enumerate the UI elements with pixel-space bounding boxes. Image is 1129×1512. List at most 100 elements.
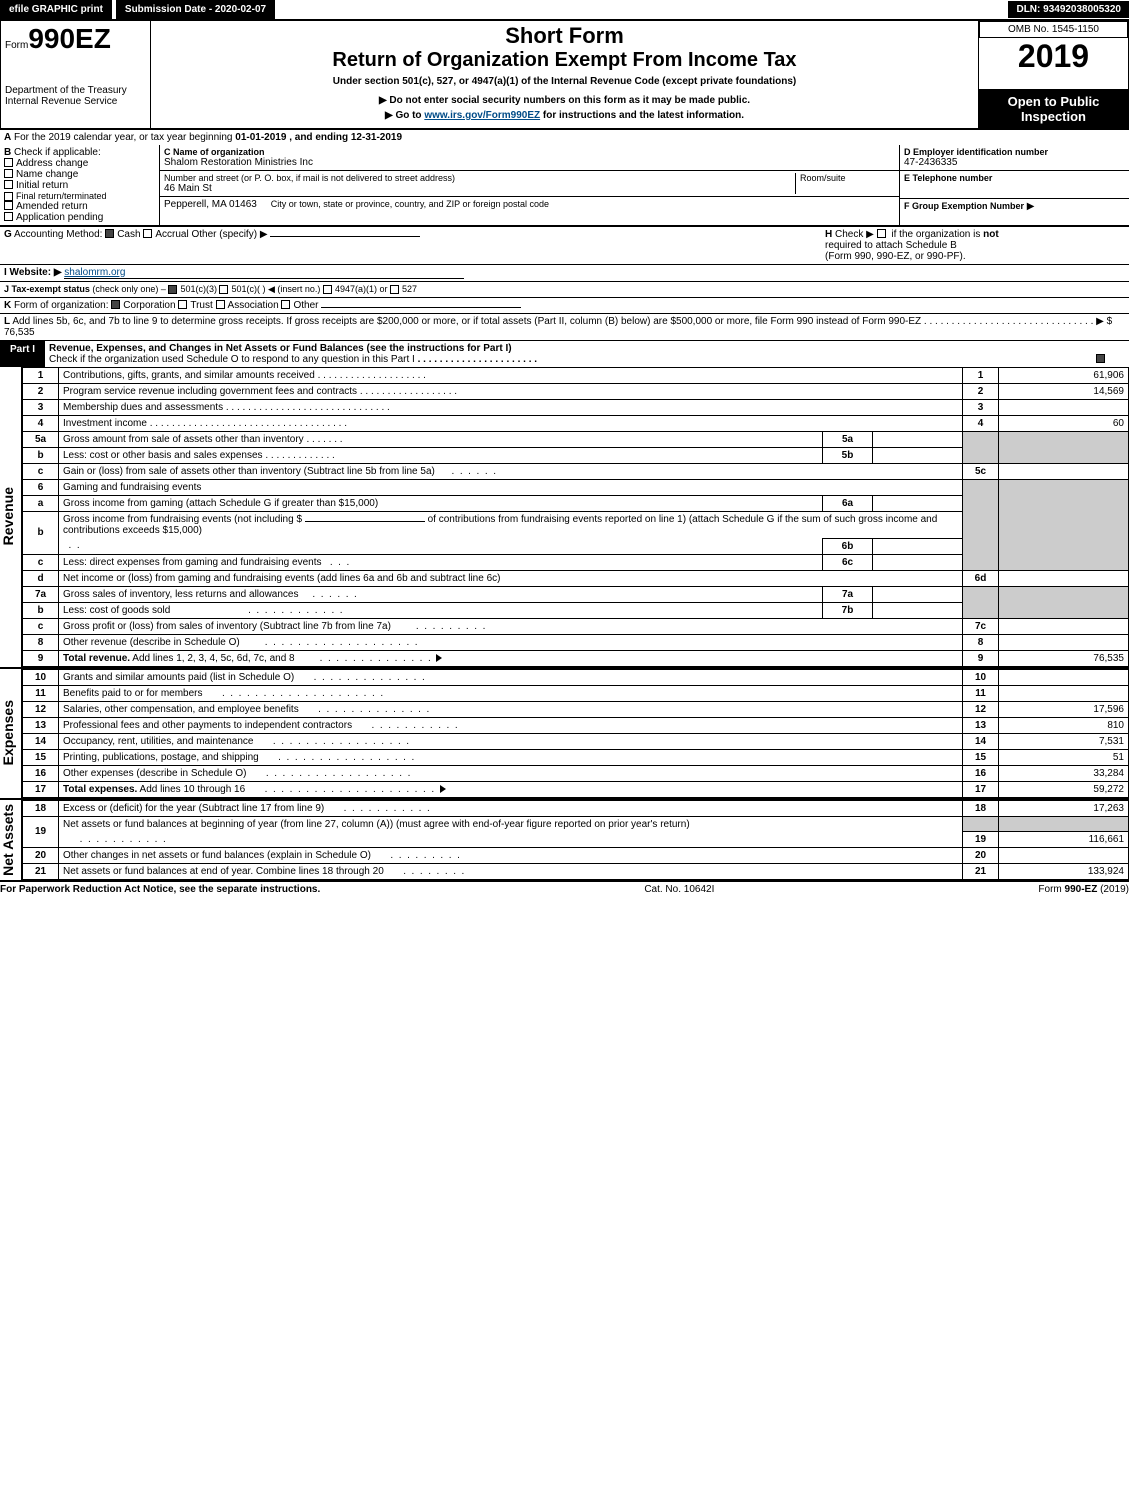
return-title: Return of Organization Exempt From Incom… <box>155 49 974 72</box>
paperwork-notice: For Paperwork Reduction Act Notice, see … <box>0 884 320 895</box>
k-assoc: Association <box>228 300 279 311</box>
dept-treasury: Department of the Treasury <box>5 85 146 96</box>
checkbox-part1-scho[interactable] <box>1096 354 1105 363</box>
line-amount: 76,535 <box>999 650 1129 666</box>
footer-row: For Paperwork Reduction Act Notice, see … <box>0 880 1129 897</box>
line-amount <box>999 618 1129 634</box>
checkbox-accrual[interactable] <box>143 229 152 238</box>
line-desc: Program service revenue including govern… <box>59 383 963 399</box>
col-c: C Name of organization Shalom Restoratio… <box>160 145 899 225</box>
checkbox-trust[interactable] <box>178 300 187 309</box>
checkbox-assoc[interactable] <box>216 300 225 309</box>
col-b-checkif: Check if applicable: <box>14 147 101 158</box>
part1-check-text: Check if the organization used Schedule … <box>49 354 415 365</box>
open-public-l1: Open to Public <box>983 94 1124 109</box>
checkbox-name-change[interactable] <box>4 169 13 178</box>
k-other-blank[interactable] <box>321 307 521 308</box>
j-opt1: 501(c)(3) <box>180 284 217 294</box>
goto-prefix: ▶ Go to <box>385 110 424 121</box>
blank-field[interactable] <box>305 521 425 522</box>
form-header-table: Form990EZ Department of the Treasury Int… <box>0 20 1129 129</box>
line-rn: 11 <box>963 685 999 701</box>
line-amount <box>999 463 1129 479</box>
i-label: I Website: ▶ <box>4 267 62 278</box>
g-other-blank[interactable] <box>270 236 420 237</box>
expenses-side-label-container: Expenses <box>0 669 22 798</box>
checkbox-corp[interactable] <box>111 300 120 309</box>
line-desc: Total expenses. Add lines 10 through 16 … <box>59 781 963 797</box>
table-row: cGross profit or (loss) from sales of in… <box>23 618 1129 634</box>
k-other: Other <box>293 300 318 311</box>
inner-col: 6c <box>823 554 873 570</box>
line-num: 18 <box>23 800 59 816</box>
table-row: dNet income or (loss) from gaming and fu… <box>23 570 1129 586</box>
inner-amt <box>873 586 963 602</box>
k-text: Form of organization: <box>14 300 109 311</box>
line-desc: Salaries, other compensation, and employ… <box>59 701 963 717</box>
form-ref: Form 990-EZ (2019) <box>1038 884 1129 895</box>
netassets-section: Net Assets 18Excess or (deficit) for the… <box>0 798 1129 881</box>
checkbox-501c[interactable] <box>219 285 228 294</box>
item-name-change: Name change <box>16 169 78 180</box>
form-number: 990EZ <box>28 23 111 54</box>
shaded-cell <box>999 586 1129 618</box>
g-accrual: Accrual <box>155 229 188 240</box>
line-num: 14 <box>23 733 59 749</box>
line-desc: Gross sales of inventory, less returns a… <box>59 586 823 602</box>
line-amount: 60 <box>999 415 1129 431</box>
irs-link[interactable]: www.irs.gov/Form990EZ <box>424 110 540 121</box>
f-arrow: ▶ <box>1027 201 1035 212</box>
checkbox-h[interactable] <box>877 229 886 238</box>
shaded-cell <box>963 431 999 463</box>
line-a: A For the 2019 calendar year, or tax yea… <box>0 129 1129 145</box>
instructions-cell: ▶ Do not enter social security numbers o… <box>151 89 979 128</box>
checkbox-amended[interactable] <box>4 201 13 210</box>
l-amount-prefix: ▶ $ <box>1096 316 1112 327</box>
checkbox-cash[interactable] <box>105 229 114 238</box>
line-num: c <box>23 554 59 570</box>
line-num: c <box>23 618 59 634</box>
line-rn: 15 <box>963 749 999 765</box>
line-desc: Membership dues and assessments . . . . … <box>59 399 963 415</box>
checkbox-4947[interactable] <box>323 285 332 294</box>
table-row: 7aGross sales of inventory, less returns… <box>23 586 1129 602</box>
line-rn: 13 <box>963 717 999 733</box>
line-num: 15 <box>23 749 59 765</box>
checkbox-501c3[interactable] <box>168 285 177 294</box>
revenue-section: Revenue 1Contributions, gifts, grants, a… <box>0 367 1129 667</box>
item-initial-return: Initial return <box>16 180 68 191</box>
netassets-side-label-container: Net Assets <box>0 800 22 881</box>
j-label: J Tax-exempt status <box>4 284 90 294</box>
g-label: G <box>4 229 12 240</box>
title-cell: Short Form Return of Organization Exempt… <box>151 21 979 90</box>
checkbox-final-return[interactable] <box>4 192 13 201</box>
line-h: H Check ▶ if the organization is not req… <box>825 229 1125 262</box>
checkbox-address-change[interactable] <box>4 158 13 167</box>
revenue-side-label: Revenue <box>0 487 21 545</box>
checkbox-other[interactable] <box>281 300 290 309</box>
line-rn: 20 <box>963 848 999 864</box>
line-rn: 21 <box>963 864 999 880</box>
efile-print-button[interactable]: efile GRAPHIC print <box>0 0 112 19</box>
line-rn: 8 <box>963 634 999 650</box>
table-row: 16Other expenses (describe in Schedule O… <box>23 765 1129 781</box>
line-desc: Other changes in net assets or fund bala… <box>59 848 963 864</box>
shaded-cell <box>999 479 1129 570</box>
j-opt2: 501(c)( ) ◀ (insert no.) <box>231 284 320 294</box>
line-desc: Grants and similar amounts paid (list in… <box>59 669 963 685</box>
line-num: 20 <box>23 848 59 864</box>
line-num: 12 <box>23 701 59 717</box>
inner-amt <box>873 602 963 618</box>
line-desc: Gross income from gaming (attach Schedul… <box>59 495 823 511</box>
table-row: 2Program service revenue including gover… <box>23 383 1129 399</box>
checkbox-527[interactable] <box>390 285 399 294</box>
website-link[interactable]: shalomrm.org <box>64 267 464 279</box>
checkbox-pending[interactable] <box>4 212 13 221</box>
checkbox-initial-return[interactable] <box>4 180 13 189</box>
line-rn: 4 <box>963 415 999 431</box>
line-a-prefix: For the 2019 calendar year, or tax year … <box>14 132 235 143</box>
line-amount: 133,924 <box>999 864 1129 880</box>
line-desc-cont: . . . . . . . . . . . <box>59 832 963 848</box>
inner-amt <box>873 431 963 447</box>
submission-date-button[interactable]: Submission Date - 2020-02-07 <box>116 0 275 19</box>
